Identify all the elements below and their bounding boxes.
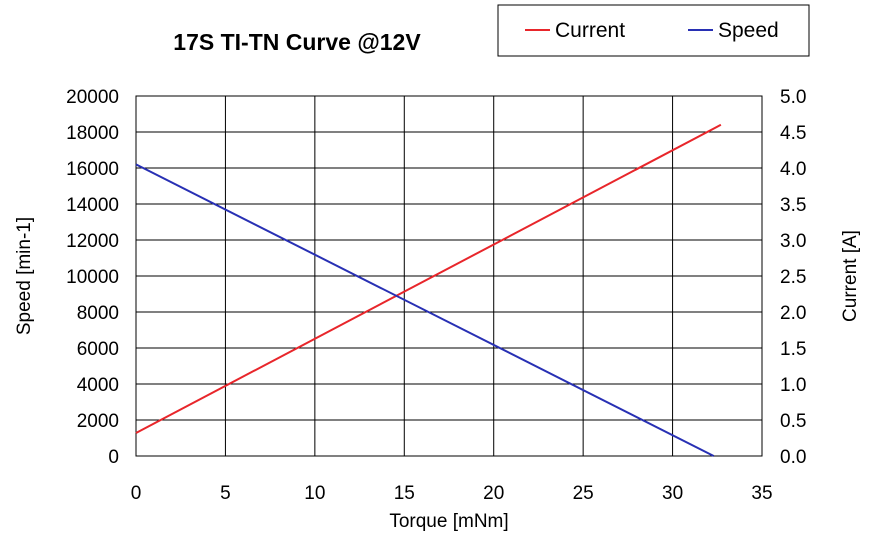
y-tick-label: 14000 [66, 195, 119, 216]
y-tick-label: 4000 [77, 375, 119, 396]
y2-tick-label: 1.5 [780, 339, 806, 360]
x-tick-label: 5 [220, 483, 231, 504]
x-tick-label: 10 [304, 483, 325, 504]
y2-tick-label: 3.0 [780, 231, 806, 252]
y-tick-label: 16000 [66, 159, 119, 180]
legend: Current Speed [497, 4, 810, 57]
series-line-current [135, 123, 722, 434]
y-axis-title: Speed [min-1] [14, 217, 35, 335]
y-tick-label: 8000 [77, 303, 119, 324]
legend-label-speed: Speed [718, 19, 779, 42]
y-tick-label: 12000 [66, 231, 119, 252]
series-layer [135, 123, 722, 457]
x-tick-label: 15 [394, 483, 415, 504]
x-tick-label: 35 [751, 483, 772, 504]
series-line-speed [135, 163, 715, 457]
x-tick-label: 20 [483, 483, 504, 504]
chart-title: 17S TI-TN Curve @12V [173, 29, 421, 55]
y2-tick-label: 4.0 [780, 159, 806, 180]
y-tick-label: 6000 [77, 339, 119, 360]
x-tick-label: 0 [131, 483, 142, 504]
x-axis-title: Torque [mNm] [389, 511, 508, 532]
legend-label-current: Current [555, 19, 625, 42]
y2-tick-label: 2.5 [780, 267, 806, 288]
y2-tick-label: 2.0 [780, 303, 806, 324]
plot-area-frame [135, 95, 763, 457]
y2-axis-ticks: 0.0 0.5 1.0 1.5 2.0 2.5 3.0 3.5 4.0 4.5 5.0 [780, 87, 806, 468]
y2-tick-label: 1.0 [780, 375, 806, 396]
y2-tick-label: 4.5 [780, 123, 806, 144]
x-tick-label: 30 [662, 483, 683, 504]
y-tick-label: 20000 [66, 87, 119, 108]
y-tick-label: 10000 [66, 267, 119, 288]
y-tick-label: 2000 [77, 411, 119, 432]
y-axis-ticks: 0 2000 4000 6000 8000 10000 12000 14000 16000 180… [66, 87, 119, 468]
y-tick-label: 0 [108, 447, 119, 468]
x-axis-ticks: 0 5 10 15 20 25 30 35 [131, 483, 773, 504]
y2-tick-label: 0.5 [780, 411, 806, 432]
y-tick-label: 18000 [66, 123, 119, 144]
y2-tick-label: 5.0 [780, 87, 806, 108]
gridlines [135, 95, 763, 457]
y2-tick-label: 0.0 [780, 447, 806, 468]
y2-axis-title: Current [A] [840, 230, 861, 322]
x-tick-label: 25 [573, 483, 594, 504]
y2-tick-label: 3.5 [780, 195, 806, 216]
